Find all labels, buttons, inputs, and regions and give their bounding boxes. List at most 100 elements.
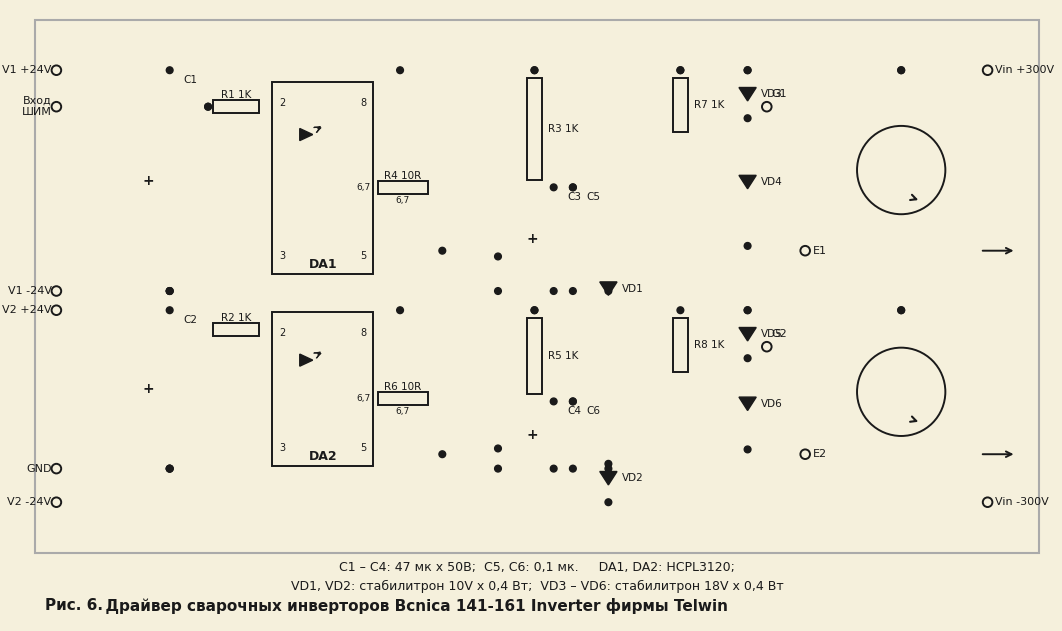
Text: C4: C4 [567, 406, 581, 416]
Circle shape [744, 242, 751, 249]
Circle shape [678, 67, 684, 74]
Text: VD6: VD6 [761, 399, 783, 409]
Circle shape [678, 67, 684, 74]
Text: GND: GND [27, 464, 52, 474]
Polygon shape [299, 354, 312, 366]
Bar [672, 78, 688, 132]
Text: 8: 8 [360, 328, 366, 338]
Text: 6,7: 6,7 [357, 183, 371, 192]
Text: C2: C2 [183, 315, 198, 325]
Text: V1 -24V: V1 -24V [7, 286, 52, 296]
Text: Vin +300V: Vin +300V [995, 65, 1055, 75]
Text: Vin -300V: Vin -300V [995, 497, 1049, 507]
Circle shape [205, 103, 211, 110]
Text: 2: 2 [279, 98, 285, 108]
Text: Рис. 6.: Рис. 6. [45, 598, 103, 613]
Text: C3: C3 [567, 192, 581, 202]
Circle shape [744, 67, 751, 74]
Text: 3: 3 [279, 444, 285, 454]
Text: MASTERCAD
подписка: MASTERCAD подписка [441, 395, 634, 456]
Circle shape [531, 67, 537, 74]
Bar [212, 322, 259, 336]
Circle shape [897, 307, 905, 314]
Text: V1 +24V: V1 +24V [2, 65, 52, 75]
Polygon shape [739, 175, 756, 189]
Text: +: + [142, 382, 154, 396]
Polygon shape [739, 397, 756, 411]
Circle shape [744, 67, 751, 74]
Circle shape [897, 307, 905, 314]
Bar [35, 20, 1040, 553]
Text: G2: G2 [772, 329, 787, 339]
Text: C1 – C4: 47 мк х 50В;  C5, C6: 0,1 мк.     DA1, DA2: HCPL3120;: C1 – C4: 47 мк х 50В; C5, C6: 0,1 мк. DA… [340, 561, 735, 574]
Text: R8 1K: R8 1K [693, 339, 724, 350]
Circle shape [569, 398, 577, 404]
Text: VD2: VD2 [622, 473, 644, 483]
Circle shape [569, 184, 577, 191]
Text: 6,7: 6,7 [396, 196, 410, 205]
Bar [672, 318, 688, 372]
Text: 3: 3 [279, 252, 285, 261]
Circle shape [495, 288, 501, 295]
Circle shape [605, 288, 612, 295]
Text: R5 1K: R5 1K [548, 351, 579, 361]
Text: DA2: DA2 [308, 450, 337, 463]
Circle shape [569, 398, 577, 404]
Circle shape [550, 288, 558, 295]
Text: ШИМ: ШИМ [21, 107, 52, 117]
Circle shape [205, 103, 211, 110]
Text: C5: C5 [586, 192, 600, 202]
Circle shape [744, 307, 751, 314]
Bar [272, 312, 373, 466]
Text: VD1: VD1 [622, 283, 644, 293]
Bar [527, 78, 543, 180]
Text: +: + [527, 232, 538, 246]
Circle shape [167, 67, 173, 74]
Text: R4 10R: R4 10R [384, 171, 422, 181]
Text: DA1: DA1 [308, 257, 337, 271]
Circle shape [550, 398, 558, 404]
Polygon shape [299, 129, 312, 141]
Text: R6 10R: R6 10R [384, 382, 422, 392]
Circle shape [605, 283, 612, 290]
Polygon shape [600, 282, 617, 295]
Polygon shape [600, 471, 617, 485]
Circle shape [531, 67, 537, 74]
Text: VD1, VD2: стабилитрон 10V х 0,4 Вт;  VD3 – VD6: стабилитрон 18V х 0,4 Вт: VD1, VD2: стабилитрон 10V х 0,4 Вт; VD3 … [291, 580, 784, 593]
Text: 2: 2 [279, 328, 285, 338]
Circle shape [167, 465, 173, 472]
Text: C1: C1 [183, 75, 198, 85]
Polygon shape [739, 88, 756, 101]
Circle shape [744, 355, 751, 362]
Text: VD5: VD5 [761, 329, 783, 339]
Circle shape [495, 253, 501, 260]
Circle shape [531, 307, 537, 314]
Text: R3 1K: R3 1K [548, 124, 579, 134]
Circle shape [167, 307, 173, 314]
Bar [378, 392, 428, 405]
Circle shape [439, 451, 446, 457]
Circle shape [397, 67, 404, 74]
Circle shape [550, 184, 558, 191]
Circle shape [531, 307, 537, 314]
Circle shape [678, 307, 684, 314]
Text: Драйвер сварочных инверторов Bcnica 141-161 Inverter фирмы Telwin: Драйвер сварочных инверторов Bcnica 141-… [95, 598, 727, 614]
Circle shape [495, 465, 501, 472]
Text: 5: 5 [360, 444, 366, 454]
Bar [272, 82, 373, 274]
Circle shape [397, 307, 404, 314]
Text: Вход: Вход [23, 96, 52, 106]
Text: 5: 5 [360, 252, 366, 261]
Text: R2 1K: R2 1K [221, 313, 251, 323]
Text: R1 1K: R1 1K [221, 90, 251, 100]
Circle shape [605, 465, 612, 472]
Text: C6: C6 [586, 406, 600, 416]
Circle shape [605, 461, 612, 467]
Text: E2: E2 [812, 449, 827, 459]
Circle shape [744, 307, 751, 314]
Circle shape [167, 465, 173, 472]
Text: E1: E1 [812, 245, 827, 256]
Circle shape [167, 288, 173, 295]
Circle shape [569, 288, 577, 295]
Circle shape [605, 499, 612, 505]
